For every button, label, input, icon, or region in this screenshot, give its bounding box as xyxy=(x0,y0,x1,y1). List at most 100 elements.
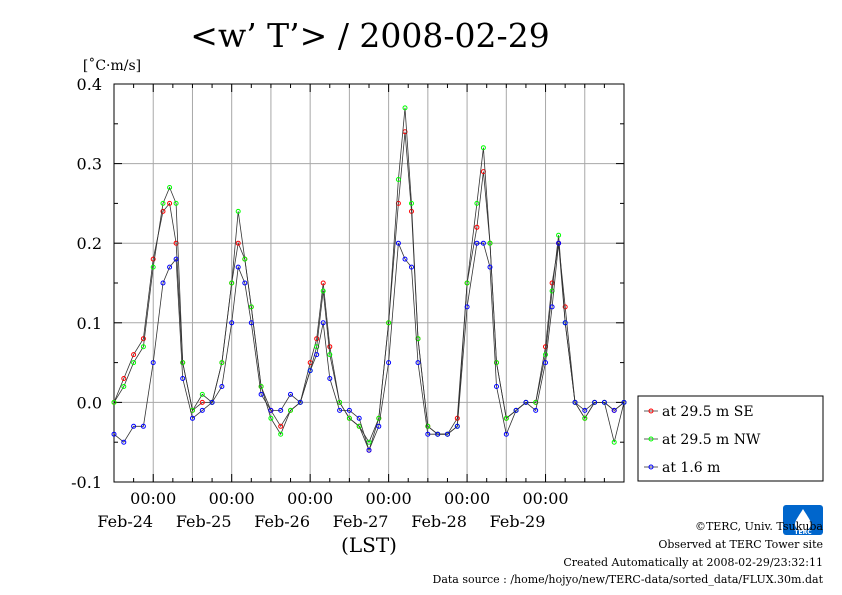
data-point xyxy=(356,423,362,429)
data-point xyxy=(337,399,343,405)
data-point xyxy=(199,399,205,405)
plot-frame xyxy=(113,83,625,483)
data-point xyxy=(487,264,493,270)
data-point xyxy=(549,304,555,310)
data-point xyxy=(121,376,127,381)
series-2 xyxy=(111,240,627,453)
data-point xyxy=(395,177,401,182)
data-point xyxy=(320,288,326,294)
data-point xyxy=(268,415,274,421)
data-point xyxy=(611,407,617,413)
x-axis-label: (LST) xyxy=(341,533,397,557)
data-point xyxy=(454,415,460,421)
data-point xyxy=(409,264,414,270)
legend-item: at 1.6 m xyxy=(644,460,720,476)
data-point xyxy=(248,304,254,310)
data-point xyxy=(543,352,548,358)
data-point xyxy=(454,423,460,429)
y-tick-label: 0.0 xyxy=(77,393,102,412)
data-point xyxy=(314,352,320,358)
data-point xyxy=(288,407,293,413)
data-point xyxy=(314,336,320,342)
x-tick-date-label: Feb-26 xyxy=(254,512,310,531)
data-point xyxy=(480,240,486,246)
copyright-text: ©TERC, Univ. Tsukuba xyxy=(694,520,823,533)
data-point xyxy=(562,320,568,326)
data-point xyxy=(167,200,173,206)
data-point xyxy=(140,344,146,350)
data-point xyxy=(219,360,225,366)
data-point xyxy=(131,360,137,366)
legend-label: at 29.5 m NW xyxy=(662,432,761,448)
data-point xyxy=(464,304,470,310)
series-line xyxy=(113,242,625,452)
terc-logo-text: TERC xyxy=(794,529,812,536)
data-point xyxy=(601,399,607,405)
data-point xyxy=(549,280,555,286)
data-point xyxy=(572,399,578,405)
x-tick-time-label: 00:00 xyxy=(209,489,255,508)
legend-marker xyxy=(648,436,654,442)
data-point xyxy=(327,352,333,358)
data-point xyxy=(180,360,186,366)
data-point xyxy=(474,224,480,230)
x-tick-date-label: Feb-25 xyxy=(176,512,232,531)
created-text: Created Automatically at 2008-02-29/23:3… xyxy=(563,556,823,569)
series-line xyxy=(113,107,625,444)
data-point xyxy=(111,399,117,405)
data-point xyxy=(140,336,146,342)
x-tick-time-label: 00:00 xyxy=(366,489,412,508)
legend-box xyxy=(637,395,824,482)
data-point xyxy=(474,200,480,206)
data-point xyxy=(346,415,352,421)
x-tick-date-label: Feb-28 xyxy=(411,512,467,531)
data-point xyxy=(415,360,421,366)
data-point xyxy=(464,280,470,286)
data-point xyxy=(376,415,382,421)
data-point xyxy=(409,200,414,206)
data-point xyxy=(278,431,284,437)
series-1 xyxy=(111,105,627,445)
legend-label: at 1.6 m xyxy=(662,460,720,476)
data-point xyxy=(160,200,166,206)
data-point xyxy=(160,280,166,286)
data-point xyxy=(307,368,313,374)
series-group xyxy=(111,105,627,453)
data-point xyxy=(425,423,431,429)
y-tick-label: 0.1 xyxy=(77,314,102,333)
y-tick-label: -0.1 xyxy=(71,473,102,492)
data-point xyxy=(556,232,562,238)
data-point xyxy=(543,360,548,366)
data-point xyxy=(235,208,241,214)
y-axis-label: [˚C·m/s] xyxy=(83,57,141,74)
data-point xyxy=(494,384,499,389)
legend-item: at 29.5 m SE xyxy=(644,404,754,420)
data-point xyxy=(111,431,117,437)
data-point xyxy=(235,264,241,270)
x-tick-time-label: 00:00 xyxy=(522,489,568,508)
data-point xyxy=(533,407,539,413)
data-point xyxy=(395,240,401,246)
data-point xyxy=(487,240,493,246)
data-point xyxy=(513,407,519,413)
data-point xyxy=(167,264,173,270)
data-point xyxy=(386,320,392,326)
data-point xyxy=(356,415,362,421)
y-tick-label: 0.2 xyxy=(77,234,102,253)
data-point xyxy=(503,431,509,437)
data-point xyxy=(288,391,293,397)
data-point xyxy=(592,399,598,405)
data-point xyxy=(366,439,372,445)
data-point xyxy=(402,105,408,111)
data-point xyxy=(297,399,303,405)
data-point xyxy=(445,431,450,437)
data-point xyxy=(320,320,326,326)
grid xyxy=(114,84,624,482)
x-tick-time-label: 00:00 xyxy=(444,489,490,508)
data-point xyxy=(121,384,127,389)
data-point xyxy=(523,399,529,405)
data-point xyxy=(435,431,441,437)
data-point xyxy=(337,407,343,413)
data-point xyxy=(248,320,254,326)
